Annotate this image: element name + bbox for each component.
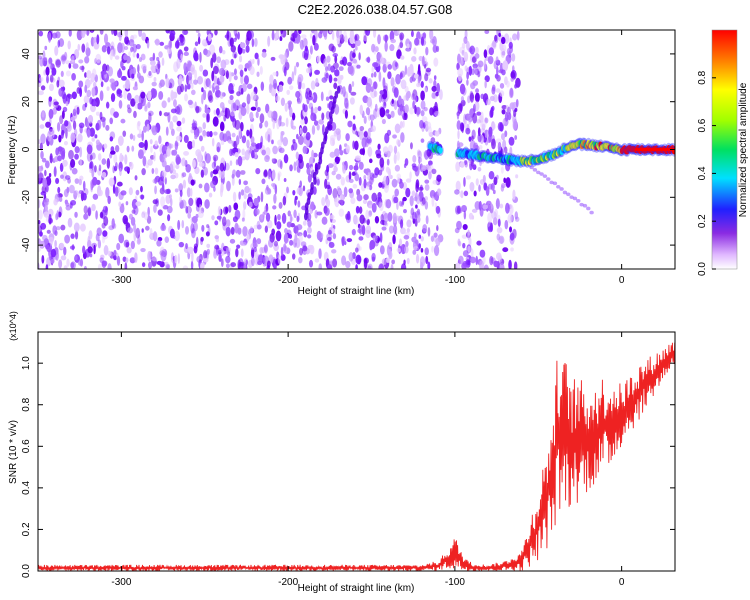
colorbar-tick-label: 0.4	[697, 166, 708, 180]
colorbar-gradient	[712, 30, 737, 269]
heatmap-region-noise-scatter-right	[454, 30, 521, 269]
snr-series-line	[38, 342, 675, 571]
snr-multiplier: (x10^4)	[8, 311, 18, 341]
heatmap-ylabel: Frequency (Hz)	[7, 116, 18, 185]
snr-ytick-label: 0.8	[21, 397, 32, 411]
snr-ytick-label: 0.0	[21, 564, 32, 578]
colorbar-tick-label: 0.0	[697, 262, 708, 276]
colorbar-label: Normalized spectral amplitude	[738, 82, 749, 217]
snr-frame	[37, 331, 676, 572]
colorbar-tick-label: 0.6	[697, 118, 708, 132]
snr-ytick-label: 0.2	[21, 522, 32, 536]
colorbar-frame	[711, 29, 738, 270]
heatmap-xlabel: Height of straight line (km)	[298, 286, 415, 297]
heatmap-signal-track	[426, 137, 675, 169]
snr-xtick-label: -100	[445, 577, 465, 588]
snr-ytick-label: 0.4	[21, 480, 32, 494]
snr-panel: -300 -200 -100 0 0.0 0.2 0.4 0.6 0.8 1.0 (x10^4)…	[8, 311, 676, 594]
heatmap-ytick-label: -20	[21, 190, 32, 205]
snr-xlabel: Height of straight line (km)	[298, 583, 415, 594]
colorbar: 0.0 0.2 0.4 0.6 0.8 Normalized spectral ampl…	[697, 29, 749, 276]
snr-xtick-label: 0	[619, 577, 625, 588]
heatmap-xtick-label: -100	[445, 275, 465, 286]
heatmap-xtick-label: 0	[619, 275, 625, 286]
heatmap-xtick-label: -300	[111, 275, 131, 286]
snr-ytick-label: 0.6	[21, 439, 32, 453]
heatmap-ytick-label: -40	[21, 237, 32, 252]
snr-xtick-label: -300	[111, 577, 131, 588]
colorbar-tick-label: 0.2	[697, 214, 708, 228]
snr-ylabel: SNR (10 * v/v)	[8, 420, 19, 484]
heatmap-region-diagonal-streak	[303, 85, 341, 221]
snr-ytick-label: 1.0	[21, 356, 32, 370]
colorbar-tick-label: 0.8	[697, 70, 708, 84]
heatmap-ytick-label: 0	[21, 146, 32, 152]
snr-xtick-label: -200	[278, 577, 298, 588]
heatmap-region-noise-scatter	[38, 30, 444, 269]
heatmap-xtick-label: -200	[278, 275, 298, 286]
heatmap-ytick-label: 40	[21, 48, 32, 60]
heatmap-ytick-label: 20	[21, 96, 32, 108]
chart-title: C2E2.2026.038.04.57.G08	[298, 2, 453, 17]
